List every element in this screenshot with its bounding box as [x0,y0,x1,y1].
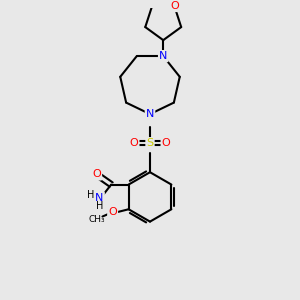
Text: O: O [92,169,101,179]
Text: O: O [108,207,117,217]
Text: N: N [146,109,154,119]
Text: S: S [146,138,154,148]
Text: N: N [95,193,104,202]
Text: H: H [96,201,103,211]
Text: O: O [162,138,170,148]
Text: N: N [159,51,167,61]
Text: O: O [170,1,179,11]
Text: H: H [87,190,94,200]
Text: CH₃: CH₃ [88,215,105,224]
Text: O: O [130,138,138,148]
